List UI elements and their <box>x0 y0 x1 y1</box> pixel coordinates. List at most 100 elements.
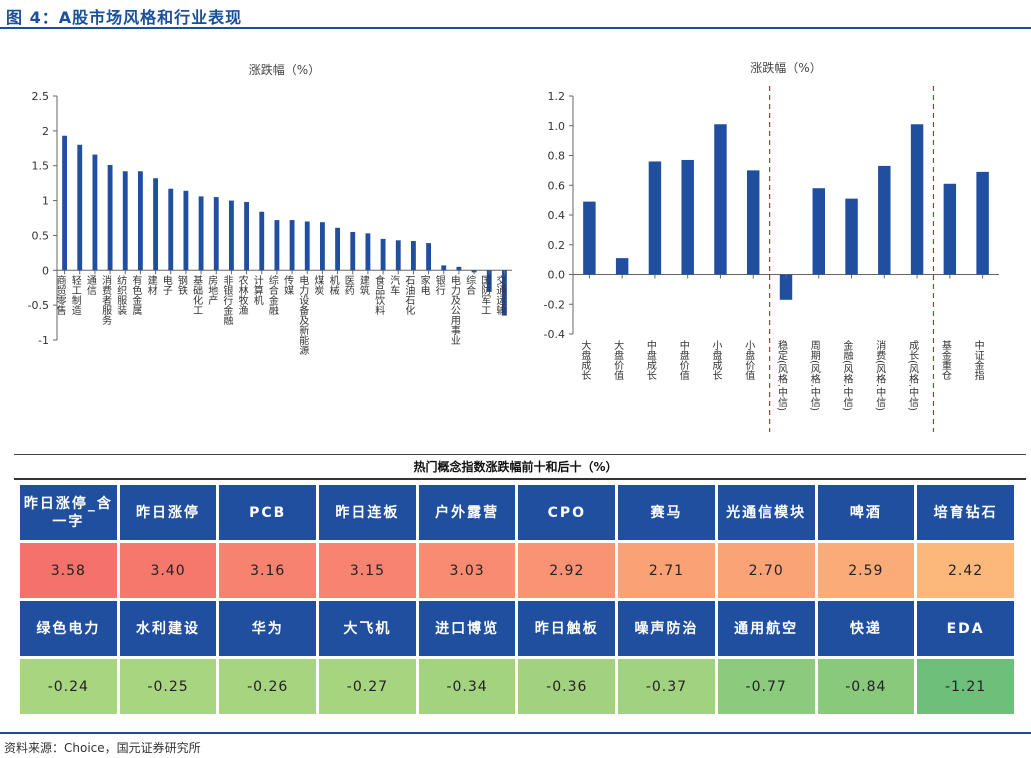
y-tick-label: 1.2 <box>548 90 566 103</box>
x-tick-label: 钢铁 <box>175 274 187 296</box>
x-tick-label: 消费者服务 <box>100 274 112 326</box>
top-concept-name-cell: 赛马 <box>618 485 715 540</box>
x-tick-label: 食品饮料 <box>373 274 385 316</box>
top-concept-value-cell: 2.42 <box>917 543 1014 598</box>
x-tick-label: 中盘价值 <box>677 339 689 381</box>
hot-concept-table: 昨日涨停_含一字 昨日涨停 PCB 昨日连板 户外露营 CPO 赛马 光通信模块 啤酒 培育钻石 … <box>17 482 1017 717</box>
bar <box>168 188 174 271</box>
x-tick-label: 基础化工 <box>191 274 203 315</box>
bar <box>410 241 416 271</box>
top-concept-value-cell: 2.71 <box>618 543 715 598</box>
top-concept-value-cell: 2.59 <box>817 543 915 598</box>
bar <box>319 222 325 271</box>
bottom-concept-value-cell: -0.34 <box>418 659 516 714</box>
x-tick-label: 通信 <box>84 275 96 296</box>
x-tick-label: 金融(风格.中信) <box>841 339 853 411</box>
top-concept-value-cell: 3.58 <box>20 543 117 598</box>
y-tick-label: -0.5 <box>28 299 49 312</box>
bar <box>198 196 204 271</box>
bar <box>274 220 280 271</box>
x-tick-label: 国防军工 <box>479 275 491 315</box>
x-tick-label: 纺织服装 <box>115 274 127 316</box>
x-tick-label: 建筑 <box>357 274 369 295</box>
bottom-values-row: -0.24 -0.25 -0.26 -0.27 -0.34 -0.36 -0.37 -0.77… <box>20 659 1014 714</box>
y-tick-label: 0.5 <box>32 229 50 242</box>
bar <box>681 159 694 275</box>
x-tick-label: 综合 <box>464 274 476 296</box>
y-tick-label: 1 <box>42 195 49 208</box>
bar <box>812 188 825 275</box>
x-tick-label: 有色金属 <box>130 274 142 316</box>
bottom-concept-name-cell: 噪声防治 <box>618 601 715 656</box>
x-tick-label: 小盘价值 <box>743 340 755 381</box>
bar <box>395 240 401 271</box>
bottom-concept-value-cell: -0.25 <box>119 659 217 714</box>
top-concept-value-cell: 3.40 <box>119 543 217 598</box>
top-names-row: 昨日涨停_含一字 昨日涨停 PCB 昨日连板 户外露营 CPO 赛马 光通信模块 啤酒 培育钻石 <box>20 485 1014 540</box>
table-title: 热门概念指数涨跌幅前十和后十（%） <box>413 460 618 474</box>
bar <box>943 183 957 275</box>
y-tick-label: 0.8 <box>548 150 566 163</box>
bar <box>648 161 662 275</box>
top-concept-name-cell: 昨日涨停 <box>119 485 217 540</box>
bar <box>228 200 234 271</box>
x-tick-label: 小盘成长 <box>710 340 722 380</box>
bar <box>441 265 447 271</box>
bottom-concept-value-cell: -0.37 <box>618 659 715 714</box>
x-tick-label: 中盘成长 <box>644 339 656 380</box>
bar <box>137 171 143 271</box>
x-tick-label: 电力及公用事业 <box>448 274 460 345</box>
bar <box>213 197 219 271</box>
bar <box>77 144 83 271</box>
bar <box>486 270 492 292</box>
x-tick-label: 周期(风格.中信) <box>808 340 820 411</box>
table-title-rule <box>14 478 1026 480</box>
top-concept-name-cell: 户外露营 <box>418 485 516 540</box>
x-tick-label: 电子 <box>160 274 172 295</box>
bar <box>380 238 386 271</box>
bottom-concept-name-cell: 绿色电力 <box>20 601 117 656</box>
bar <box>153 178 159 271</box>
title-rule <box>0 27 1031 29</box>
bottom-names-row: 绿色电力 水利建设 华为 大飞机 进口博览 昨日触板 噪声防治 通用航空 快递 EDA <box>20 601 1014 656</box>
y-tick-label: 0 <box>42 264 49 277</box>
bar <box>62 135 68 271</box>
bar <box>878 165 891 275</box>
x-tick-label: 银行 <box>433 274 445 296</box>
bottom-concept-value-cell: -0.27 <box>319 659 416 714</box>
x-tick-label: 大盘价值 <box>612 339 624 381</box>
top-concept-value-cell: 3.03 <box>418 543 516 598</box>
x-tick-label: 大盘成长 <box>579 339 591 380</box>
chart-title: 涨跌幅（%） <box>249 62 320 77</box>
bar <box>183 190 189 271</box>
y-tick-label: -0.4 <box>544 328 565 341</box>
bar <box>244 201 250 271</box>
bar <box>304 221 310 271</box>
y-tick-label: 0.6 <box>548 179 566 192</box>
x-tick-label: 综合金融 <box>266 274 278 316</box>
figure-title: 图 4：A股市场风格和行业表现 <box>6 8 243 27</box>
x-tick-label: 轻工制造 <box>69 274 81 315</box>
x-tick-label: 成长(风格.中信) <box>907 340 919 411</box>
bottom-concept-name-cell: EDA <box>917 601 1014 656</box>
x-tick-label: 中证金指 <box>972 339 984 381</box>
top-concept-name-cell: CPO <box>518 485 616 540</box>
x-tick-label: 建材 <box>145 274 157 295</box>
y-tick-label: 0.4 <box>548 209 566 222</box>
bar <box>583 201 596 275</box>
bar <box>92 154 98 271</box>
table-top-rule <box>14 454 1026 455</box>
bottom-concept-value-cell: -0.36 <box>518 659 616 714</box>
x-tick-label: 传媒 <box>282 275 294 296</box>
bottom-concept-value-cell: -1.21 <box>917 659 1014 714</box>
top-concept-name-cell: PCB <box>219 485 317 540</box>
bar <box>501 270 507 316</box>
x-tick-label: 石油石化 <box>403 275 415 315</box>
bottom-concept-name-cell: 大飞机 <box>319 601 416 656</box>
y-tick-label: 2.5 <box>32 90 50 103</box>
y-tick-label: -1 <box>38 334 49 347</box>
x-tick-label: 基金重仓 <box>939 339 951 380</box>
x-tick-label: 农林牧渔 <box>236 274 248 316</box>
top-concept-value-cell: 2.70 <box>717 543 815 598</box>
bar <box>456 266 462 271</box>
